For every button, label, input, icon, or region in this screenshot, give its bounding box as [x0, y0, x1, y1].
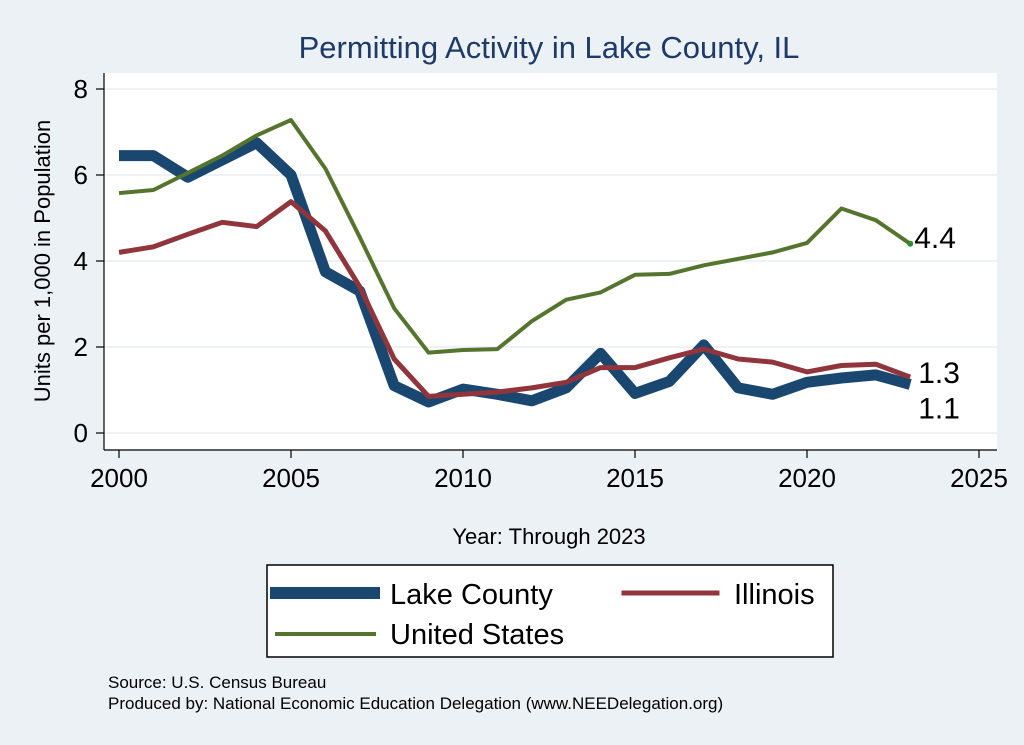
legend-label-illinois: Illinois: [734, 579, 815, 611]
end-marker-united-states: [907, 240, 914, 247]
grid-lines: [104, 88, 997, 434]
legend: Lake County Illinois United States: [266, 564, 834, 658]
y-tick-label-6: 6: [74, 160, 88, 190]
x-axis-title: Year: Through 2023: [452, 524, 645, 549]
legend-label-lake-county: Lake County: [390, 579, 553, 611]
x-tick-label-2015: 2015: [606, 463, 664, 493]
y-tick-label-8: 8: [74, 74, 88, 104]
end-label-illinois: 1.3: [918, 357, 960, 390]
y-tick-label-2: 2: [74, 332, 88, 362]
x-tick-label-2005: 2005: [262, 463, 320, 493]
end-label-united-states: 4.4: [914, 222, 956, 255]
source-note: Source: U.S. Census Bureau: [108, 673, 326, 692]
producer-note: Produced by: National Economic Education…: [108, 694, 723, 713]
legend-label-united-states: United States: [390, 619, 564, 651]
series-line-illinois: [118, 199, 912, 399]
series-line-lake-county: [119, 137, 912, 408]
x-tick-label-2025: 2025: [950, 463, 1008, 493]
y-tick-label-4: 4: [74, 246, 88, 276]
y-axis-title: Units per 1,000 in Population: [30, 120, 55, 403]
y-tick-label-0: 0: [74, 418, 88, 448]
legend-box: [266, 564, 834, 658]
chart-title: Permitting Activity in Lake County, IL: [299, 30, 800, 65]
x-tick-label-2020: 2020: [778, 463, 836, 493]
x-tick-label-2000: 2000: [90, 463, 148, 493]
series-line-united-states: [118, 118, 912, 355]
series-lines: [118, 118, 914, 408]
axes: 0 2 4 6 8 2000 2005 2010 2015 2020 2025: [74, 73, 1008, 493]
x-tick-label-2010: 2010: [434, 463, 492, 493]
end-labels: 1.11.3 4.4: [914, 222, 960, 426]
end-label-lake-county: 1.1: [918, 392, 960, 425]
